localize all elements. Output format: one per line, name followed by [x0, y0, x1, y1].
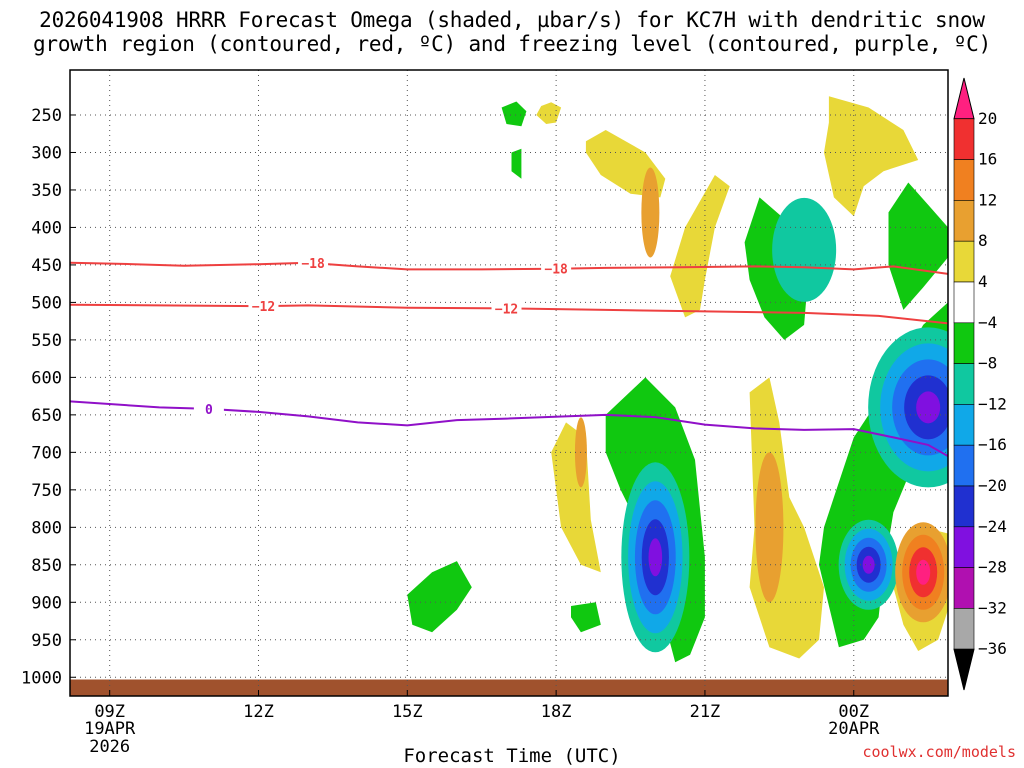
omega-core-h-level-20	[916, 559, 931, 585]
contour-label-minus18-a-bg	[298, 256, 329, 271]
chart-title-line-1: 2026041908 HRRR Forecast Omega (shaded, …	[39, 8, 985, 32]
colorbar-label-9: −20	[978, 476, 1007, 495]
colorbar-top-arrow	[953, 77, 975, 120]
y-tick-label-300: 300	[31, 143, 62, 163]
colorbar-swatch-13	[953, 608, 975, 650]
colorbar-label-3: 8	[978, 231, 988, 250]
contour-label-freezing: 0	[205, 403, 213, 418]
plot-area: −18 −18 −12 −12 0	[70, 70, 948, 696]
colorbar-swatch-8	[953, 404, 975, 446]
colorbar-label-8: −16	[978, 435, 1007, 454]
omega-region-negative-250-a	[501, 101, 527, 127]
y-tick-label-550: 550	[31, 331, 62, 351]
x-tick-label-21Z: 21Z	[690, 702, 721, 722]
colorbar-swatch-12	[953, 567, 975, 609]
x-tick-date-09Z: 19APR	[84, 719, 136, 739]
omega-region-negative-900-b	[571, 602, 601, 633]
y-tick-label-850: 850	[31, 556, 62, 576]
colorbar-swatch-6	[953, 322, 975, 364]
omega-core-g-level-8	[755, 452, 784, 603]
omega-region-negative-300-b	[511, 148, 522, 179]
colorbar-label-6: −8	[978, 354, 997, 373]
omega-region-negative-900-a	[407, 561, 472, 633]
colorbar-label-2: 12	[978, 190, 997, 209]
contour-label-minus18-a: −18	[301, 257, 325, 272]
colorbar-label-5: −4	[978, 313, 997, 332]
y-tick-label-250: 250	[31, 106, 62, 126]
colorbar-label-7: −12	[978, 394, 1007, 413]
y-tick-label-350: 350	[31, 181, 62, 201]
colorbar-label-11: −28	[978, 558, 1007, 577]
omega-region-positive-low-1	[551, 422, 601, 573]
omega-region-positive-upper-2	[824, 96, 919, 217]
plot-frame	[69, 69, 949, 697]
x-tick-label-09Z: 09Z	[94, 702, 125, 722]
colorbar-label-10: −24	[978, 517, 1007, 536]
colorbar-swatch-5	[953, 281, 975, 324]
colorbar-swatch-11	[953, 526, 975, 568]
omega-core-c-level--8	[772, 197, 837, 302]
y-tick-label-800: 800	[31, 518, 62, 538]
x-tick-date-00Z: 20APR	[828, 719, 880, 739]
colorbar-label-12: −32	[978, 598, 1007, 617]
omega-region-positive-mid	[670, 175, 730, 318]
x-axis-title: Forecast Time (UTC)	[403, 745, 621, 767]
y-tick-label-700: 700	[31, 443, 62, 463]
credit-link[interactable]: coolwx.com/models	[862, 743, 1016, 761]
chart-title-line-2: growth region (contoured, red, ºC) and f…	[32, 32, 992, 56]
omega-core-a-level--24	[648, 538, 663, 577]
terrain-bar	[70, 679, 948, 696]
contour-dgz-minus18	[70, 261, 948, 275]
y-tick-label-600: 600	[31, 368, 62, 388]
contour-label-freezing-bg	[193, 401, 224, 416]
colorbar-label-13: −36	[978, 639, 1007, 658]
x-tick-label-18Z: 18Z	[541, 702, 572, 722]
contour-freezing-0	[70, 400, 948, 457]
colorbar-label-4: 4	[978, 272, 988, 291]
omega-core-e-level-8	[641, 167, 660, 258]
x-tick-label-15Z: 15Z	[392, 702, 423, 722]
y-tick-label-450: 450	[31, 256, 62, 276]
colorbar-swatch-3	[953, 200, 975, 242]
contour-label-minus12-a-bg	[248, 299, 279, 314]
contour-label-minus18-b: −18	[544, 263, 568, 278]
y-tick-label-500: 500	[31, 293, 62, 313]
colorbar-bottom-arrow	[953, 648, 975, 691]
omega-core-d-level--24	[916, 391, 941, 424]
contour-label-minus12-b-bg	[491, 301, 522, 316]
omega-region-positive-250-a	[536, 102, 562, 124]
colorbar-swatch-7	[953, 363, 975, 405]
contour-label-minus12-b: −12	[495, 302, 518, 317]
colorbar-swatch-1	[953, 118, 975, 160]
colorbar-swatch-4	[953, 240, 975, 283]
colorbar: 20 16 12 8 4 −4 −8 −12 −16 −20 −24 −28 −32 −36	[953, 77, 1007, 691]
contour-label-minus18-b-bg	[541, 261, 572, 276]
x-tick-label-00Z: 00Z	[838, 702, 869, 722]
colorbar-label-1: 16	[978, 150, 997, 169]
colorbar-swatch-9	[953, 444, 975, 487]
colorbar-swatch-2	[953, 159, 975, 201]
contour-label-minus12-a: −12	[252, 300, 275, 315]
y-tick-label-950: 950	[31, 631, 62, 651]
y-tick-label-650: 650	[31, 406, 62, 426]
y-tick-label-750: 750	[31, 481, 62, 501]
colorbar-label-0: 20	[978, 109, 997, 128]
omega-core-b-level--24	[862, 555, 875, 574]
y-tick-label-900: 900	[31, 593, 62, 613]
omega-region-negative-right-top	[888, 182, 948, 310]
colorbar-swatch-10	[953, 485, 975, 528]
y-tick-label-400: 400	[31, 218, 62, 238]
x-tick-label-12Z: 12Z	[243, 702, 274, 722]
x-tick-year-09Z: 2026	[89, 737, 130, 757]
y-tick-label-1000: 1000	[21, 668, 62, 688]
